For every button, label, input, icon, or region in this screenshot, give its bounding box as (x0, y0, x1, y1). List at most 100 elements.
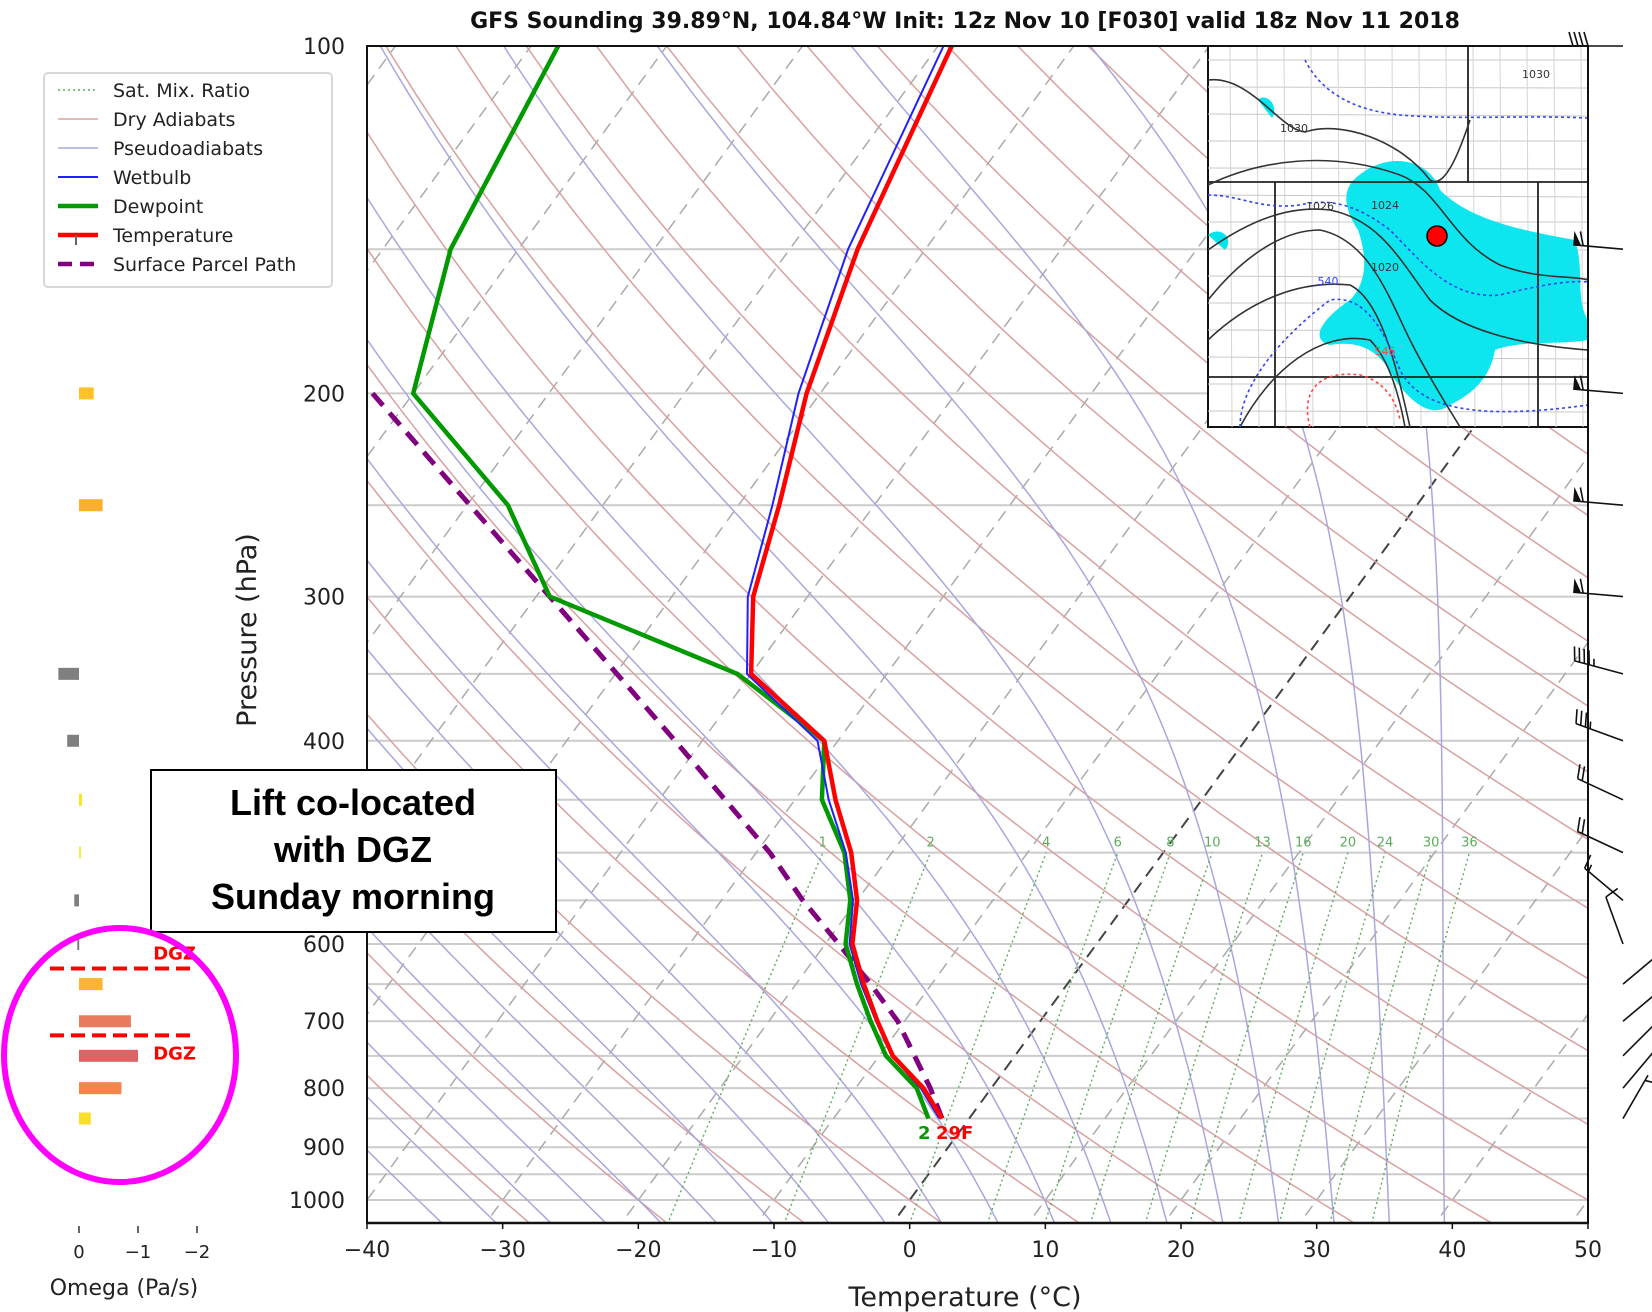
x-axis-ticks: −40 −30 −20 −10 0 10 20 30 40 50 (344, 1223, 1602, 1263)
y-tick-label: 900 (303, 1136, 345, 1161)
x-tick-label: 10 (1031, 1238, 1059, 1263)
mixing-ratio-label: 16 (1295, 836, 1312, 851)
dry-adiabat-line (525, 46, 1588, 980)
temperature-line (748, 46, 954, 1120)
inset-contour-label: 546 (1375, 345, 1396, 358)
omega-bar (79, 793, 82, 806)
pseudoadiabat-line (367, 1149, 443, 1223)
mixing-ratio-label: 2 (926, 836, 934, 851)
wind-barb (1573, 486, 1624, 507)
dry-adiabat-line (876, 46, 1588, 643)
omega-bar (74, 894, 79, 907)
wind-barb (1622, 1025, 1652, 1057)
pseudoadiabats (367, 46, 1446, 1223)
annotation-line-2: with DGZ (273, 829, 432, 870)
wind-barb-shaft (1622, 1074, 1649, 1119)
surface-temperature-label: 29F (936, 1123, 973, 1144)
mixing-ratio-line (1044, 852, 1172, 1223)
mixing-ratio-label: 36 (1461, 836, 1478, 851)
chart-title: GFS Sounding 39.89°N, 104.84°W Init: 12z… (470, 9, 1460, 34)
wind-barb-flag (1573, 230, 1582, 246)
omega-bar (79, 1082, 122, 1095)
isobar-gridlines (367, 46, 1588, 1201)
dry-adiabat-line (367, 1074, 531, 1223)
x-tick-label: −20 (615, 1238, 661, 1263)
legend-label: Surface Parcel Path (113, 254, 296, 276)
wind-barb-full (1579, 578, 1584, 594)
pseudoadiabat-line (656, 46, 1280, 1223)
y-tick-label: 700 (303, 1010, 345, 1035)
omega-bar (77, 937, 80, 950)
wind-barb-half (1587, 864, 1593, 872)
wind-barb (1576, 764, 1624, 801)
highlight-circle (1, 925, 239, 1185)
mixing-ratio-label: 24 (1377, 836, 1394, 851)
wind-barb-full (1568, 31, 1574, 47)
inset-thickness-contour (1304, 59, 1589, 119)
mixing-ratio-labels: 1 2 4 6 8 10 13 16 20 24 30 36 (819, 836, 1478, 851)
inset-contour-label: 540 (1318, 275, 1339, 288)
wind-barb-shaft (1577, 830, 1624, 854)
mixing-ratio-label: 13 (1254, 836, 1271, 851)
inset-precip-area (1208, 231, 1229, 250)
omega-bar (79, 1112, 91, 1125)
dewpoint-line (410, 46, 931, 1120)
dry-adiabat-line (367, 363, 1356, 1223)
wind-barb-full (1579, 231, 1584, 246)
dry-adiabat-line (595, 46, 1588, 910)
mixing-ratio-line (1278, 852, 1386, 1223)
annotation-frame (150, 769, 557, 933)
wind-barb-shaft (1584, 867, 1624, 901)
x-tick-label: −10 (751, 1238, 797, 1263)
mixing-ratio-lines (667, 852, 1471, 1223)
wind-barb-full (1579, 375, 1584, 391)
legend-box (43, 72, 333, 288)
inset-isobar-contour (1207, 79, 1471, 183)
mixing-ratio-line (1237, 852, 1349, 1223)
inset-thickness-contour (1306, 373, 1401, 428)
dry-adiabats (367, 46, 1588, 1223)
wind-barb (1622, 1074, 1652, 1119)
x-tick-label: 20 (1167, 1238, 1195, 1263)
inset-contour-label: 1030 (1280, 122, 1308, 135)
pseudoadiabat-line (379, 46, 1168, 1223)
inset-map: 1030 1030 1026 1024 1020 540 546 (1207, 45, 1589, 428)
omega-bar (79, 846, 81, 859)
dry-adiabat-line (367, 951, 669, 1223)
sounding-profiles (370, 46, 954, 1120)
wind-barb-half (1589, 721, 1592, 729)
wind-barb-shaft (1577, 777, 1624, 801)
wind-barb (1573, 375, 1624, 395)
x-tick-label: −30 (479, 1238, 525, 1263)
wind-barb-full (1581, 766, 1586, 781)
wind-barb-shaft (1622, 1052, 1652, 1089)
mixing-ratio-label: 20 (1340, 836, 1357, 851)
inset-isobar-contour (1207, 283, 1411, 428)
pseudoadiabat-line (503, 46, 1224, 1223)
mixing-ratio-line (1329, 852, 1432, 1223)
pseudoadiabat-line (367, 647, 886, 1223)
wind-barb-full (1605, 887, 1619, 898)
wind-barb (1622, 995, 1652, 1022)
legend-label: Pseudoadiabats (113, 138, 263, 160)
wind-barb-full (1583, 31, 1589, 47)
pseudoadiabat-line (1089, 46, 1390, 1223)
inset-county-line (1207, 86, 1589, 89)
x-axis-title: Temperature (°C) (847, 1282, 1081, 1312)
mixing-ratio-label: 4 (1042, 836, 1050, 851)
wind-barb-shaft (1622, 958, 1652, 985)
wind-barb (1605, 887, 1624, 945)
inset-station-marker (1426, 225, 1448, 247)
pseudoadiabat-line (367, 984, 607, 1223)
inset-contour-label: 1026 (1306, 200, 1334, 213)
dry-adiabat-line (735, 46, 1588, 773)
wind-barb-full (1576, 764, 1581, 779)
dry-adiabat-line (946, 46, 1588, 579)
mixing-ratio-label: 8 (1166, 836, 1174, 851)
wind-barb-full (1579, 710, 1583, 726)
inset-isobar-contour (1207, 159, 1589, 281)
y-axis-ticks: 100 200 300 400 600 700 800 900 1000 (289, 35, 345, 1214)
inset-contour-label: 1020 (1371, 261, 1399, 274)
omega-tick-label: −1 (125, 1242, 152, 1263)
